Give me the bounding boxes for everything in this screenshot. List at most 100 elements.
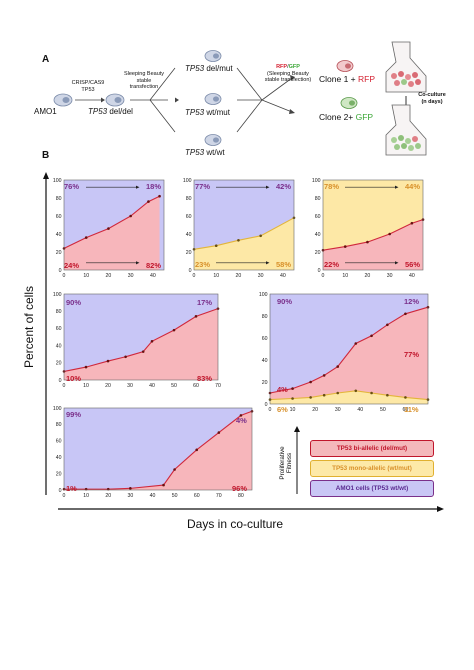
rfp-gfp-label: RFP/GFP (Sleeping Beauty stable transfec… (256, 64, 320, 84)
c5-top-right-pct: 12% (404, 297, 420, 306)
c2-trend-arrowhead (266, 185, 270, 189)
c5-biallelic-line-point (322, 374, 326, 377)
c4-top-left-pct: 90% (66, 298, 82, 307)
c2-top-left-pct: 77% (195, 182, 211, 191)
c6-ytick-label: 60 (56, 439, 62, 445)
c4-biallelic-line-point (141, 350, 145, 353)
c6-bottom-right-pct: 96% (232, 484, 248, 493)
legend-item-amo1: AMO1 cells (TP53 wt/wt) (310, 480, 434, 497)
wtwt-label: TP53 wt/wt (185, 148, 225, 157)
c4-xtick-label: 50 (171, 383, 177, 389)
c6-xtick-label: 50 (172, 493, 178, 499)
c3-ytick-label: 80 (315, 196, 321, 202)
tp53-label: TP53 (185, 64, 205, 73)
c4-xtick-label: 20 (105, 383, 111, 389)
chart-c3: 0 20 40 60 80 100 0 10 20 30 40 (312, 178, 425, 279)
c6-ytick-label: 20 (56, 471, 62, 477)
c6-xtick-label: 60 (194, 493, 200, 499)
c4-ytick-label: 60 (56, 326, 62, 332)
c6-xtick-label: 40 (150, 493, 156, 499)
coculture-label: Co-culture (n days) (410, 92, 454, 105)
c1-bottom-left-pct: 24% (64, 261, 80, 270)
sb2-line1: (Sleeping Beauty (267, 70, 309, 77)
c1-xtick-label: 0 (63, 273, 66, 279)
c2-ytick-label: 40 (186, 232, 192, 238)
amo1-cell-icon (53, 93, 73, 107)
c2-monoallelic-area (194, 217, 294, 270)
clone1-label: Clone 1 + RFP (319, 74, 375, 84)
c4-ytick-label: 100 (53, 292, 62, 298)
c5-biallelic-line-point (404, 312, 407, 316)
fitness-label: Proliferative Fitness (279, 433, 293, 493)
c3-bottom-right-pct: 56% (405, 260, 421, 269)
c6-biallelic-area (64, 411, 252, 490)
c5-xtick-label: 60 (403, 407, 409, 413)
fitness-line1: Proliferative (279, 446, 286, 480)
c3-top-right-pct: 44% (405, 182, 421, 191)
c3-xtick-label: 20 (365, 273, 371, 279)
c4-biallelic-line-point (194, 315, 198, 318)
c1-ytick-label: 60 (56, 214, 62, 220)
c6-biallelic-line-point (195, 448, 199, 452)
wtmut-suffix: wt/mut (206, 108, 230, 117)
c6-biallelic-line-point (239, 414, 243, 417)
c1-biallelic-line-point (158, 194, 161, 198)
c4-biallelic-line-point (172, 328, 176, 332)
chart-c1: 0 20 40 60 80 100 0 10 20 30 40 (53, 178, 165, 279)
c1-trend-arrowhead (136, 261, 140, 265)
c3-ytick-label: 60 (315, 214, 321, 220)
c2-xtick-label: 40 (280, 273, 286, 279)
c5-biallelic-line-point (354, 342, 358, 345)
delmut-cell-icon (204, 50, 222, 62)
delmut-label: TP53 del/mut (185, 64, 233, 73)
sb-line2: stable (136, 77, 152, 84)
c1-ytick-label: 20 (56, 250, 62, 256)
c5-ytick-label: 0 (265, 402, 268, 408)
c4-plot-frame (63, 293, 219, 381)
c5-ytick-label: 80 (262, 314, 268, 320)
c6-bottom-left-pct: 1% (66, 484, 77, 493)
c1-top-left-pct: 76% (64, 182, 80, 191)
c4-biallelic-line-point (106, 359, 110, 363)
c6-biallelic-line (64, 410, 253, 490)
chart-c5: 0 20 40 60 80 100 0 10 20 30 40 50 60 (259, 292, 430, 413)
c3-biallelic-line-point (388, 232, 391, 236)
c5-mid-right-pct: 77% (404, 350, 420, 359)
c1-biallelic-area (64, 196, 160, 270)
chart-c4: 0 20 40 60 80 100 0 10 20 30 40 50 60 70 (53, 292, 221, 389)
deldel-label: TP53 del/del (88, 107, 133, 116)
c5-monoallelic-line-point (336, 391, 340, 395)
c4-xtick-label: 30 (127, 383, 133, 389)
c5-biallelic-line (269, 306, 429, 394)
c1-trend-arrowhead (136, 185, 140, 189)
wtmut-cell-icon (204, 93, 222, 105)
c3-biallelic-line-point (366, 240, 369, 244)
c1-xtick-label: 40 (150, 273, 156, 279)
wtwt-suffix: wt/wt (206, 148, 225, 157)
sb-line3: transfection (129, 84, 159, 90)
tp53-label: TP53 (88, 107, 108, 116)
c4-ytick-label: 20 (56, 361, 62, 367)
c6-xtick-label: 30 (127, 493, 133, 499)
c5-left-orange-pct: 6% (277, 405, 288, 414)
c3-ytick-label: 20 (315, 250, 321, 256)
gfp-word: GFP (288, 64, 300, 70)
clone2-label: Clone 2+ GFP (319, 112, 373, 122)
legend-item-biallelic: TP53 bi-allelic (del/mut) (310, 440, 434, 457)
chart-c6: 0 20 40 60 80 100 0 10 20 30 40 50 60 70 80 (53, 406, 254, 499)
c5-biallelic-line-point (386, 323, 389, 327)
c5-xtick-label: 30 (335, 407, 341, 413)
crispr-line1: CRISP/CAS9 (71, 80, 105, 86)
slash: / (287, 64, 289, 70)
c5-monoallelic-area (270, 390, 428, 404)
panel-b-letter: B (42, 150, 50, 161)
c3-biallelic-line (322, 219, 424, 251)
c1-xtick-label: 20 (106, 273, 112, 279)
c3-top-left-pct: 78% (324, 182, 340, 191)
c2-xtick-label: 30 (258, 273, 264, 279)
c2-bottom-right-pct: 58% (276, 260, 292, 269)
c4-xtick-label: 70 (215, 383, 221, 389)
c2-ytick-label: 0 (189, 268, 192, 274)
c2-bottom-left-pct: 23% (195, 260, 211, 269)
